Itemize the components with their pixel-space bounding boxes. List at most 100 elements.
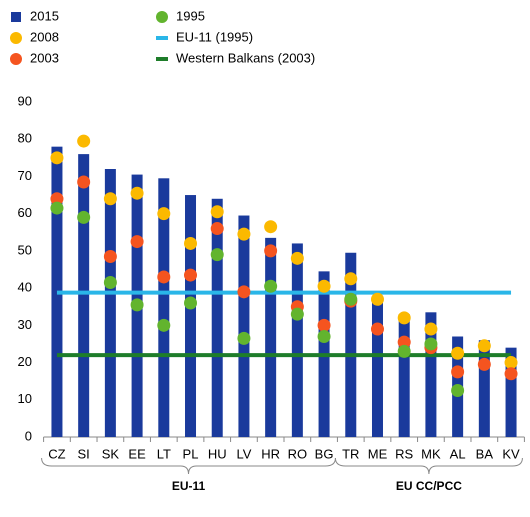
dot [130, 235, 144, 249]
x-tick-label: RO [288, 446, 308, 461]
legend-swatch [10, 32, 22, 44]
x-tick-label: KV [502, 446, 520, 461]
dot [370, 292, 384, 306]
dot [210, 205, 224, 219]
dot [157, 207, 171, 221]
bar [478, 340, 490, 437]
dot [397, 344, 411, 358]
dot [157, 318, 171, 332]
y-tick-label: 40 [18, 280, 32, 295]
dot [50, 151, 64, 165]
dot [264, 244, 278, 258]
dot [317, 330, 331, 343]
dot [184, 296, 198, 310]
dot [370, 322, 384, 336]
dot [210, 222, 224, 236]
legend-swatch [11, 12, 21, 22]
dot [290, 251, 304, 265]
x-tick-label: TR [342, 446, 359, 461]
bar [425, 312, 437, 437]
x-tick-label: SI [78, 446, 90, 461]
bar [211, 198, 223, 437]
legend-label: 2015 [30, 8, 59, 23]
dot [237, 227, 251, 241]
dot [77, 210, 91, 224]
dot [397, 311, 411, 325]
group-label: EU CC/PCC [396, 479, 462, 493]
x-tick-label: CZ [48, 446, 65, 461]
legend-label: 1995 [176, 8, 205, 23]
dot [424, 322, 438, 336]
group-label: EU-11 [172, 479, 206, 493]
dot [264, 220, 278, 234]
dot [477, 339, 491, 353]
bar [505, 347, 517, 437]
dot [451, 365, 465, 379]
dot [424, 337, 438, 351]
bar [398, 314, 410, 437]
dot [237, 331, 251, 345]
dot [451, 383, 465, 397]
legend-label: 2003 [30, 50, 59, 65]
dot [103, 192, 117, 206]
dot [130, 298, 144, 312]
bar [371, 299, 383, 437]
dot [344, 292, 358, 306]
dot [130, 186, 144, 200]
y-tick-label: 20 [18, 354, 32, 369]
dot [477, 357, 491, 371]
dot [103, 249, 117, 263]
bar [265, 237, 277, 437]
y-tick-label: 70 [18, 168, 32, 183]
dot [504, 356, 518, 370]
dot [237, 285, 251, 299]
dot [50, 192, 64, 206]
dot [210, 248, 224, 262]
dot [77, 134, 91, 148]
x-tick-label: ME [368, 446, 388, 461]
bar [78, 154, 90, 437]
y-tick-label: 50 [18, 242, 32, 257]
dot [103, 276, 117, 290]
bar [158, 178, 170, 438]
bar [185, 195, 197, 437]
dot [317, 318, 331, 332]
x-tick-label: BA [476, 446, 494, 461]
group-brace [334, 457, 523, 475]
dot [344, 272, 358, 286]
legend-label: Western Balkans (2003) [176, 50, 315, 65]
bar [238, 215, 250, 437]
x-tick-label: AL [450, 446, 466, 461]
y-tick-label: 80 [18, 131, 32, 146]
dot [157, 270, 171, 284]
bar [104, 169, 116, 437]
x-tick-label: HR [261, 446, 280, 461]
x-tick-label: MK [421, 446, 441, 461]
legend-label: EU-11 (1995) [176, 29, 253, 44]
x-tick-label: LT [157, 446, 171, 461]
y-tick-label: 0 [25, 428, 32, 443]
y-tick-label: 10 [18, 391, 32, 406]
dot [451, 346, 465, 360]
x-tick-label: HU [208, 446, 227, 461]
legend-swatch [10, 53, 22, 65]
bar [291, 243, 303, 437]
dot [504, 367, 518, 381]
x-tick-label: BG [315, 446, 334, 461]
y-tick-label: 90 [18, 93, 32, 108]
dot [184, 236, 198, 250]
y-tick-label: 30 [18, 317, 32, 332]
bar [345, 252, 357, 437]
legend-swatch [156, 11, 168, 23]
dot [264, 279, 278, 293]
dot [290, 307, 304, 321]
x-tick-label: RS [395, 446, 413, 461]
dot [184, 268, 198, 282]
dot [77, 175, 91, 189]
x-tick-label: PL [183, 446, 199, 461]
x-tick-label: EE [128, 446, 146, 461]
y-tick-label: 60 [18, 205, 32, 220]
dot [317, 279, 331, 293]
dot [397, 335, 411, 349]
